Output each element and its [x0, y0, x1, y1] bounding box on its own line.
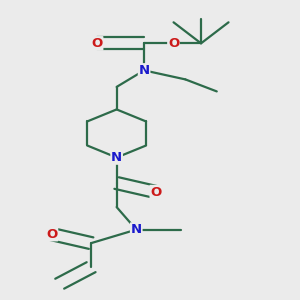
- Text: O: O: [46, 228, 58, 241]
- Text: O: O: [150, 186, 161, 199]
- Text: N: N: [111, 151, 122, 164]
- Text: N: N: [131, 223, 142, 236]
- Text: N: N: [139, 64, 150, 77]
- Text: O: O: [92, 37, 103, 50]
- Text: O: O: [168, 37, 179, 50]
